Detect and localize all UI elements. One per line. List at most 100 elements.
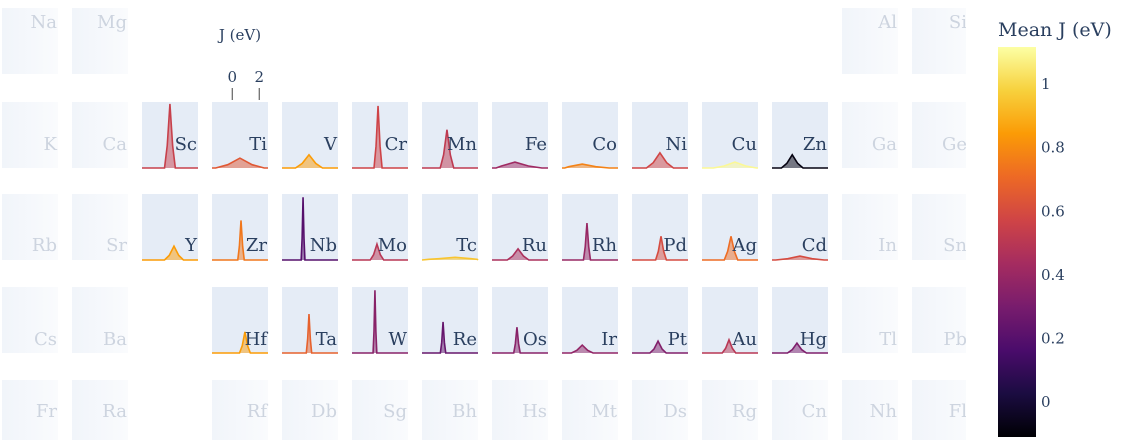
element-cell	[72, 380, 128, 440]
density-area	[492, 162, 548, 168]
element-symbol: Os	[523, 329, 547, 350]
element-symbol: Y	[184, 235, 198, 256]
element-symbol: Ra	[102, 401, 127, 422]
element-symbol: V	[323, 134, 338, 155]
element-cell	[492, 380, 548, 440]
element-symbol: Zn	[803, 134, 828, 155]
element-cell	[492, 287, 548, 353]
density-line	[421, 256, 479, 261]
density-line	[352, 105, 408, 169]
element-cell	[912, 380, 966, 440]
colorbar-tick-label: 0	[1041, 393, 1051, 411]
element-symbol: Cs	[34, 329, 57, 350]
element-cell	[562, 102, 618, 168]
element-symbol: Co	[592, 134, 617, 155]
element-cell	[842, 194, 898, 260]
element-cell	[702, 380, 758, 440]
element-symbol: Si	[949, 12, 967, 33]
element-cell	[912, 8, 966, 74]
element-symbol: Bh	[452, 401, 477, 422]
element-symbol: Sg	[383, 401, 407, 422]
element-cell	[2, 8, 58, 74]
element-cell	[492, 102, 548, 168]
density-area	[702, 236, 758, 260]
density-line	[562, 343, 618, 354]
element-symbol: Ru	[522, 235, 547, 256]
element-cell	[562, 194, 618, 260]
colorbar-tick-label: 0.8	[1041, 139, 1065, 157]
density-line	[142, 244, 198, 261]
element-cell	[842, 102, 898, 168]
element-symbol: Re	[453, 329, 477, 350]
density-line	[422, 321, 478, 354]
element-cell	[142, 194, 198, 260]
element-symbol: Nh	[870, 401, 898, 422]
density-line	[212, 331, 268, 354]
density-area	[492, 248, 548, 260]
element-symbol: Pd	[663, 235, 687, 256]
density-area	[702, 162, 758, 168]
element-cell	[282, 194, 338, 260]
element-symbol: Ds	[663, 401, 687, 422]
element-symbol: Db	[311, 401, 337, 422]
element-symbol: Ti	[249, 134, 267, 155]
density-line	[562, 222, 618, 261]
element-symbol: Rg	[732, 401, 757, 422]
colorbar-tick-label: 0.6	[1041, 202, 1065, 220]
element-cell	[2, 194, 58, 260]
element-cell	[212, 380, 268, 440]
element-symbol: Rh	[592, 235, 618, 256]
density-line	[492, 327, 548, 354]
element-cell	[282, 380, 338, 440]
density-line	[282, 197, 338, 261]
element-symbol: Ni	[665, 134, 687, 155]
element-symbol: Mg	[97, 12, 127, 33]
element-symbol: Fl	[949, 401, 967, 422]
element-cell	[772, 287, 828, 353]
element-symbol: Ba	[103, 329, 127, 350]
element-symbol: Tl	[879, 329, 897, 350]
density-line	[772, 255, 828, 261]
element-symbol: Ge	[942, 134, 967, 155]
inset-tick-label: 2	[254, 68, 264, 86]
density-area	[352, 244, 408, 260]
element-cell	[842, 8, 898, 74]
density-area	[352, 105, 408, 168]
element-symbol: Sn	[943, 235, 967, 256]
element-symbol: Ga	[872, 134, 897, 155]
density-line	[282, 314, 338, 354]
element-symbol: Mn	[447, 134, 477, 155]
element-symbol: Cd	[802, 235, 827, 256]
colorbar-tick-label: 0.4	[1041, 266, 1065, 284]
element-symbol: Al	[877, 12, 897, 33]
element-cell	[772, 102, 828, 168]
density-line	[422, 129, 478, 169]
density-line	[492, 247, 548, 261]
periodic-table: Na Mg Al Si K Ca Sc Ti V Cr Mn Fe Co Ni Cu Zn Ga Ge Rb Sr Y Z…	[2, 8, 967, 440]
element-symbol: Hs	[522, 401, 547, 422]
element-cell	[352, 287, 408, 353]
density-area	[422, 129, 478, 168]
element-symbol: Pt	[668, 329, 688, 350]
element-cell	[632, 380, 688, 440]
element-cell	[2, 287, 58, 353]
element-symbol: In	[878, 235, 897, 256]
density-line	[632, 236, 688, 261]
density-area	[142, 246, 198, 260]
density-line	[772, 153, 828, 169]
element-symbol: Ca	[102, 134, 127, 155]
element-cell	[492, 194, 548, 260]
element-symbol: Rb	[32, 235, 57, 256]
density-line	[352, 241, 408, 261]
element-cell	[422, 380, 478, 440]
element-cell	[72, 194, 128, 260]
element-symbol: Cu	[732, 134, 757, 155]
element-cell	[422, 194, 478, 260]
element-cell	[212, 287, 268, 353]
element-cell	[72, 102, 128, 168]
density-line	[562, 163, 618, 169]
element-cell	[562, 287, 618, 353]
density-area	[282, 154, 338, 168]
element-symbol: Au	[731, 329, 757, 350]
element-cell	[632, 287, 688, 353]
